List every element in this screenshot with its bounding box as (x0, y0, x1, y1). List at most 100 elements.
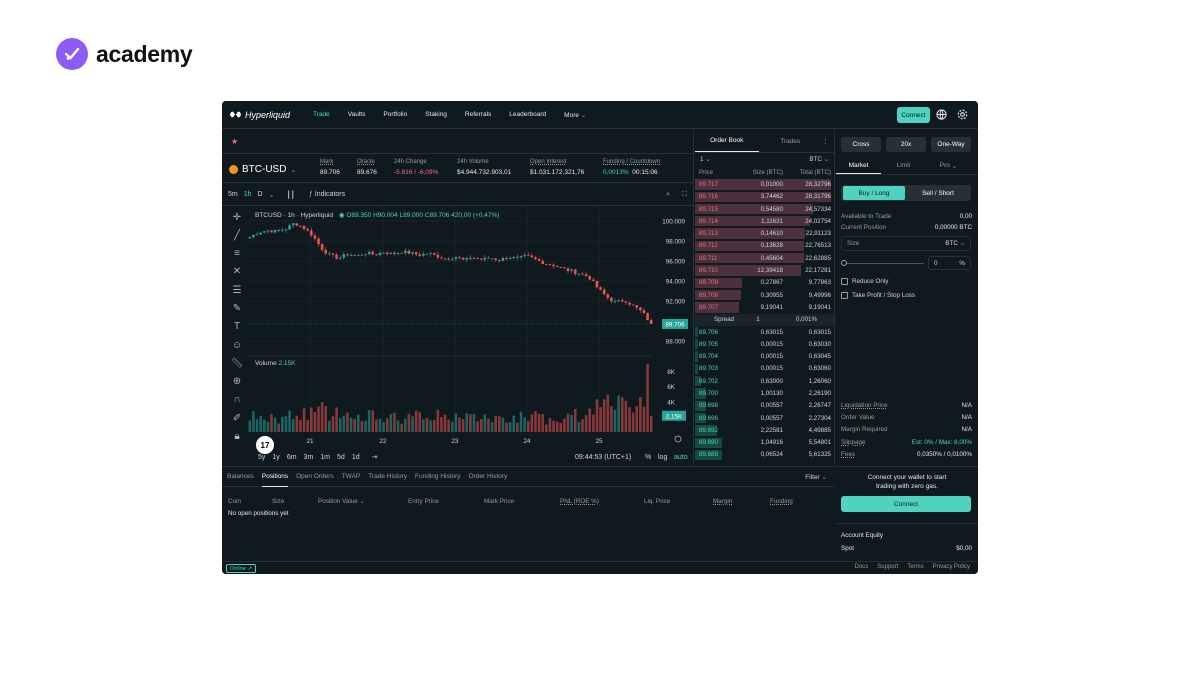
chart-settings-icon[interactable] (674, 435, 682, 443)
bid-row[interactable]: 89.703 0,00015 0,63060 (695, 363, 834, 375)
tab-limit[interactable]: Limit (896, 162, 911, 169)
nav-staking[interactable]: Staking (425, 111, 447, 118)
tab-trades[interactable]: Trades (780, 137, 801, 145)
ask-row[interactable]: 89.717 0,01000 28,32796 (695, 178, 834, 190)
bid-row[interactable]: 89.692 2,22581 4,49885 (695, 424, 834, 436)
gear-icon[interactable] (957, 109, 968, 120)
nav-leaderboard[interactable]: Leaderboard (509, 111, 547, 118)
text-icon[interactable]: T (233, 321, 241, 333)
log-toggle[interactable]: log (658, 453, 668, 461)
pencil-lock-icon[interactable]: ✐ (232, 412, 242, 424)
unit-select[interactable]: BTC ⌄ (809, 156, 829, 163)
tab-positions[interactable]: Positions (261, 467, 289, 487)
sell-short-button[interactable]: Sell / Short (922, 189, 954, 197)
bid-row[interactable]: 89.702 0,63000 1,26060 (695, 375, 834, 387)
tradingview-logo[interactable]: 17 (256, 436, 274, 454)
bid-row[interactable]: 89.696 0,00557 2,27304 (695, 412, 834, 424)
nav-trade[interactable]: Trade (313, 111, 330, 118)
size-input[interactable]: Size BTC ⌄ (841, 236, 971, 251)
leverage-button[interactable]: 20x (886, 137, 926, 152)
date-range-icon[interactable]: ⇥ (371, 454, 378, 461)
ask-row[interactable]: 89.712 0,13628 22,76513 (695, 240, 834, 252)
tab-trade-history[interactable]: Trade History (368, 473, 408, 480)
tab-order-history[interactable]: Order History (468, 473, 508, 480)
reduce-only-checkbox[interactable]: Reduce Only (841, 278, 888, 285)
slider-handle[interactable] (841, 260, 847, 266)
nav-vaults[interactable]: Vaults (347, 111, 366, 118)
footer-support[interactable]: Support (877, 564, 899, 570)
tab-market[interactable]: Market (836, 157, 881, 174)
brush-icon[interactable]: ✎ (232, 302, 242, 314)
tab-pro[interactable]: Pro ⌄ (926, 157, 971, 174)
ask-row[interactable]: 89.709 0,27867 9,77863 (695, 277, 834, 289)
footer-terms[interactable]: Terms (907, 564, 924, 570)
ask-row[interactable]: 89.713 0,14610 22,91123 (695, 227, 834, 239)
ask-row[interactable]: 89.707 9,19041 9,19041 (695, 301, 834, 313)
range-5y[interactable]: 5y (258, 453, 266, 461)
online-status[interactable]: Online ↗ (226, 564, 257, 573)
screenshot-icon[interactable]: ⌕ (666, 190, 670, 198)
chevron-down-icon[interactable]: ⌄ (268, 191, 275, 199)
tab-open-orders[interactable]: Open Orders (296, 473, 334, 480)
timeframe-d[interactable]: D (257, 191, 263, 198)
auto-toggle[interactable]: auto (674, 453, 688, 461)
timeframe-5m[interactable]: 5m (228, 191, 238, 198)
tab-order-book[interactable]: Order Book (695, 130, 759, 152)
more-vertical-icon[interactable]: ⋮ (822, 138, 829, 145)
size-slider[interactable] (841, 260, 924, 266)
tab-twap[interactable]: TWAP (341, 473, 361, 480)
fib-icon[interactable]: ☰ (232, 284, 242, 296)
position-mode-button[interactable]: One-Way (931, 137, 971, 152)
footer-docs[interactable]: Docs (854, 564, 869, 570)
range-1d[interactable]: 1d (351, 453, 360, 461)
bid-row[interactable]: 89.688 0,06524 5,61325 (695, 449, 834, 461)
zoom-in-icon[interactable]: ⊕ (232, 376, 242, 388)
range-3m[interactable]: 3m (303, 453, 314, 461)
footer-privacy[interactable]: Privacy Policy (932, 564, 970, 570)
ask-row[interactable]: 89.715 0,54580 24,57334 (695, 203, 834, 215)
price-chart[interactable]: 100.00098.00096.00094.00092.00090.00088.… (248, 206, 694, 448)
ask-row[interactable]: 89.716 3,74462 28,31796 (695, 191, 834, 203)
nav-portfolio[interactable]: Portfolio (383, 111, 408, 118)
lock-icon[interactable]: 🔒︎ (234, 431, 240, 443)
bid-row[interactable]: 89.704 0,00015 0,63045 (695, 350, 834, 362)
nav-referrals[interactable]: Referrals (464, 111, 492, 118)
favorite-star-icon[interactable]: ★ (231, 137, 239, 146)
tpsl-checkbox[interactable]: Take Profit / Stop Loss (841, 292, 915, 299)
tab-balances[interactable]: Balances (227, 473, 254, 480)
tick-size-select[interactable]: 1 ⌄ (700, 156, 711, 163)
margin-mode-button[interactable]: Cross (841, 137, 881, 152)
range-5d[interactable]: 5d (337, 453, 345, 461)
bid-row[interactable]: 89.706 0,63015 0,63015 (695, 326, 834, 338)
range-1m[interactable]: 1m (320, 453, 331, 461)
horizontal-lines-icon[interactable]: ≡ (234, 248, 240, 260)
magnet-icon[interactable]: ∩ (233, 394, 241, 406)
size-unit[interactable]: BTC ⌄ (945, 240, 965, 247)
col-position-value[interactable]: Position Value ⌄ (318, 498, 365, 505)
range-1y[interactable]: 1y (272, 453, 280, 461)
bid-row[interactable]: 89.705 0,00015 0,63030 (695, 338, 834, 350)
ask-row[interactable]: 89.710 12,39418 22,17281 (695, 264, 834, 276)
connect-wallet-button[interactable]: Connect (841, 496, 971, 512)
hyperliquid-logo[interactable]: Hyperliquid (230, 110, 290, 120)
ask-row[interactable]: 89.714 1,11631 24,02754 (695, 215, 834, 227)
percent-toggle[interactable]: % (645, 453, 652, 461)
filter-dropdown[interactable]: Filter ⌄ (805, 473, 827, 481)
trendline-icon[interactable]: ╱ (233, 229, 241, 241)
connect-button[interactable]: Connect (897, 107, 930, 123)
pattern-icon[interactable]: ✕ (232, 266, 242, 278)
ruler-icon[interactable]: 📏︎ (230, 357, 244, 369)
emoji-icon[interactable]: ☺ (231, 339, 243, 351)
bid-row[interactable]: 89.698 0,00557 2,26747 (695, 400, 834, 412)
timeframe-1h[interactable]: 1h (243, 191, 252, 198)
buy-long-button[interactable]: Buy / Long (843, 186, 905, 200)
tab-funding-history[interactable]: Funding History (415, 473, 461, 480)
globe-icon[interactable] (936, 109, 947, 120)
indicators-button[interactable]: ƒ Indicators (309, 191, 345, 198)
percent-input[interactable]: 0 % (928, 256, 971, 270)
coin-selector[interactable]: BTC-USD ⌄ (229, 164, 296, 175)
fullscreen-icon[interactable]: ⛶ (682, 190, 687, 198)
ask-row[interactable]: 89.711 0,45604 22,62885 (695, 252, 834, 264)
crosshair-icon[interactable]: ✛ (232, 211, 242, 223)
bid-row[interactable]: 89.700 1,00130 2,26190 (695, 387, 834, 399)
